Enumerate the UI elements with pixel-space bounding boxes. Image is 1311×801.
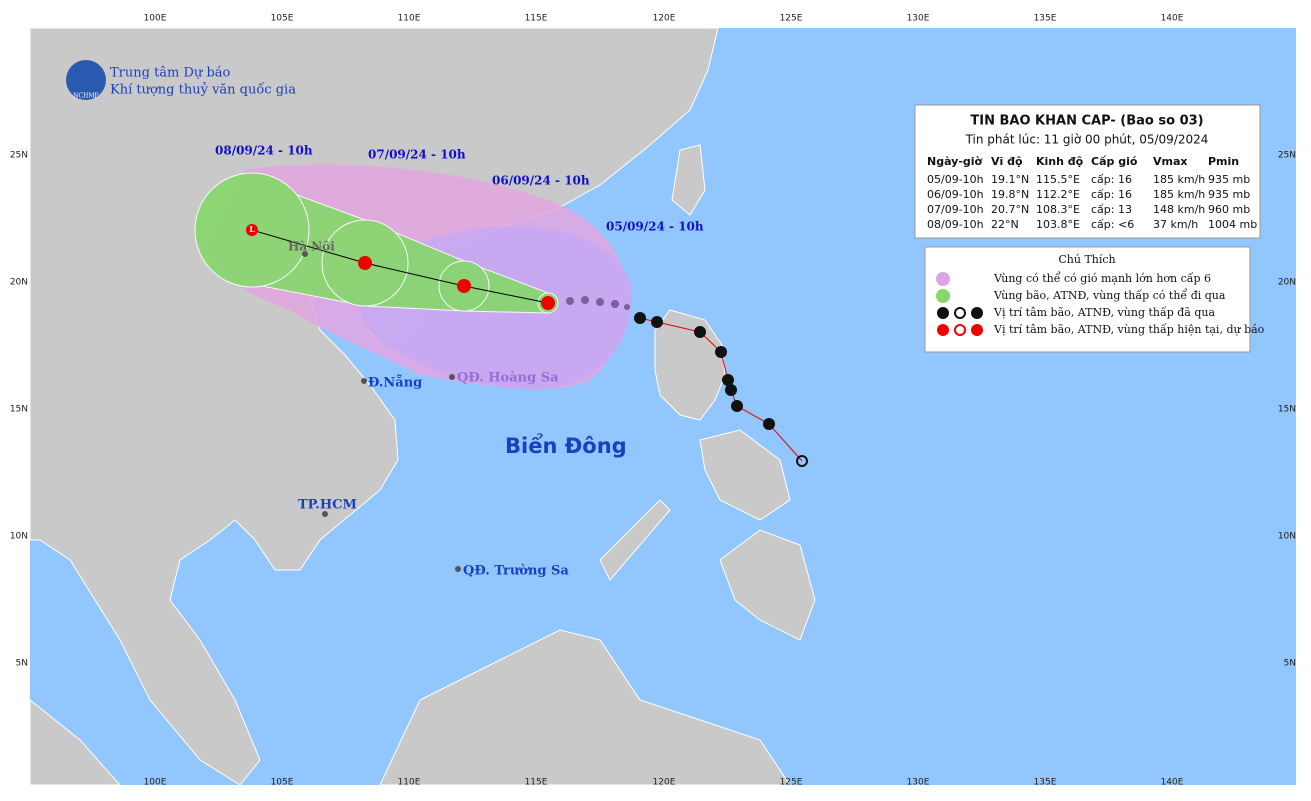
lat-label-right: 10N — [1278, 532, 1296, 542]
column-header: Pmin — [1208, 155, 1239, 168]
lon-label-top: 115E — [525, 14, 548, 24]
forecast-time: 07/09/24 - 10h — [368, 148, 466, 162]
legend-item: Vùng bão, ATNĐ, vùng thấp có thể đi qua — [993, 288, 1226, 302]
lon-label-top: 125E — [780, 14, 803, 24]
table-cell: 19.8°N — [991, 188, 1029, 201]
legend-title: Chú Thích — [1058, 253, 1115, 266]
table-cell: cấp: 16 — [1091, 188, 1132, 201]
sea-label: Biển Đông — [505, 433, 627, 458]
table-cell: 185 km/h — [1153, 188, 1205, 201]
bulletin-box — [914, 104, 1261, 239]
column-header: Cấp gió — [1091, 155, 1138, 168]
table-cell: 115.5°E — [1036, 173, 1080, 186]
lat-label-left: 25N — [10, 151, 28, 161]
forecast-time: 05/09/24 - 10h — [606, 220, 704, 234]
lon-label-top: 100E — [144, 14, 167, 24]
lon-label-bottom: 125E — [780, 778, 803, 788]
lon-label-top: 140E — [1161, 14, 1184, 24]
past-position-start — [796, 455, 808, 467]
legend-icons — [936, 272, 983, 336]
forecast-positions: L — [246, 224, 555, 310]
lon-label-bottom: 130E — [907, 778, 930, 788]
place-label: Đ.Nẵng — [368, 375, 422, 391]
forecast-time: 06/09/24 - 10h — [492, 174, 590, 188]
table-cell: 22°N — [991, 218, 1019, 231]
lat-label-right: 15N — [1278, 405, 1296, 415]
lat-label-left: 20N — [10, 278, 28, 288]
lat-label-left: 10N — [10, 532, 28, 542]
logo: NCHMF Trung tâm Dự báo Khí tượng thuỷ vă… — [66, 60, 296, 100]
bulletin-issued: Tin phát lúc: 11 giờ 00 phút, 05/09/2024 — [965, 133, 1209, 147]
column-header: Vmax — [1153, 155, 1188, 168]
table-cell: 935 mb — [1208, 173, 1250, 186]
table-cell: 05/09-10h — [927, 173, 984, 186]
lon-label-bottom: 100E — [144, 778, 167, 788]
org-line1: Trung tâm Dự báo — [110, 66, 231, 81]
table-cell: 07/09-10h — [927, 203, 984, 216]
bulletin-table: Ngày-giờ Vĩ độ Kinh độ Cấp gió Vmax Pmin 05/09… — [927, 155, 1257, 231]
table-cell: cấp: <6 — [1091, 218, 1134, 231]
place-label: QĐ. Trường Sa — [463, 564, 569, 579]
lat-label-left: 15N — [10, 405, 28, 415]
lon-label-top: 130E — [907, 14, 930, 24]
lon-label-top: 120E — [653, 14, 676, 24]
table-cell: 20.7°N — [991, 203, 1029, 216]
legend-item: Vị trí tâm bão, ATNĐ, vùng thấp đã qua — [993, 306, 1215, 319]
place-label: QĐ. Hoàng Sa — [457, 371, 559, 386]
legend-item: Vị trí tâm bão, ATNĐ, vùng thấp hiện tại… — [993, 323, 1265, 336]
org-line2: Khí tượng thuỷ văn quốc gia — [110, 82, 296, 98]
table-cell: 06/09-10h — [927, 188, 984, 201]
place-dots — [302, 251, 461, 572]
forecast-time: 08/09/24 - 10h — [215, 144, 313, 158]
lon-label-top: 135E — [1034, 14, 1057, 24]
svg-text:L: L — [249, 224, 255, 234]
legend-item: Vùng có thể có gió mạnh lớn hơn cấp 6 — [993, 271, 1211, 285]
lon-label-bottom: 110E — [398, 778, 421, 788]
lon-label-bottom: 135E — [1034, 778, 1057, 788]
table-cell: cấp: 13 — [1091, 203, 1132, 216]
table-cell: 08/09-10h — [927, 218, 984, 231]
lat-label-right: 20N — [1278, 278, 1296, 288]
forecast-track — [251, 229, 549, 304]
bulletin-title: TIN BAO KHAN CAP- (Bao so 03) — [970, 114, 1203, 129]
graticule-labels: 100E 100E 105E 105E 110E 110E 115E 115E 120E 120E… — [10, 14, 1296, 788]
lat-label-left: 5N — [16, 659, 28, 669]
column-header: Vĩ độ — [991, 155, 1023, 168]
lon-label-bottom: 115E — [525, 778, 548, 788]
table-cell: 185 km/h — [1153, 173, 1205, 186]
place-label: Hà Nội — [288, 240, 335, 254]
lat-label-right: 5N — [1284, 659, 1296, 669]
past-track-cluster — [566, 296, 630, 310]
table-cell: 108.3°E — [1036, 203, 1080, 216]
lon-label-bottom: 140E — [1161, 778, 1184, 788]
place-label: TP.HCM — [298, 498, 357, 513]
table-cell: cấp: 16 — [1091, 173, 1132, 186]
table-cell: 1004 mb — [1208, 218, 1257, 231]
legend-items: Vùng có thể có gió mạnh lớn hơn cấp 6 Vùn… — [993, 271, 1265, 336]
lon-label-top: 110E — [398, 14, 421, 24]
table-cell: 37 km/h — [1153, 218, 1198, 231]
past-positions — [634, 312, 775, 430]
logo-text: NCHMF — [73, 93, 98, 100]
table-cell: 103.8°E — [1036, 218, 1080, 231]
lat-label-right: 25N — [1278, 151, 1296, 161]
lon-label-bottom: 120E — [653, 778, 676, 788]
table-cell: 148 km/h — [1153, 203, 1205, 216]
lon-label-top: 105E — [271, 14, 294, 24]
table-cell: 935 mb — [1208, 188, 1250, 201]
map-labels: 08/09/24 - 10h 07/09/24 - 10h 06/09/24 - 1… — [215, 144, 704, 579]
table-cell: 19.1°N — [991, 173, 1029, 186]
column-header: Ngày-giờ — [927, 155, 983, 168]
lon-label-bottom: 105E — [271, 778, 294, 788]
column-header: Kinh độ — [1036, 155, 1084, 168]
table-cell: 960 mb — [1208, 203, 1250, 216]
table-cell: 112.2°E — [1036, 188, 1080, 201]
